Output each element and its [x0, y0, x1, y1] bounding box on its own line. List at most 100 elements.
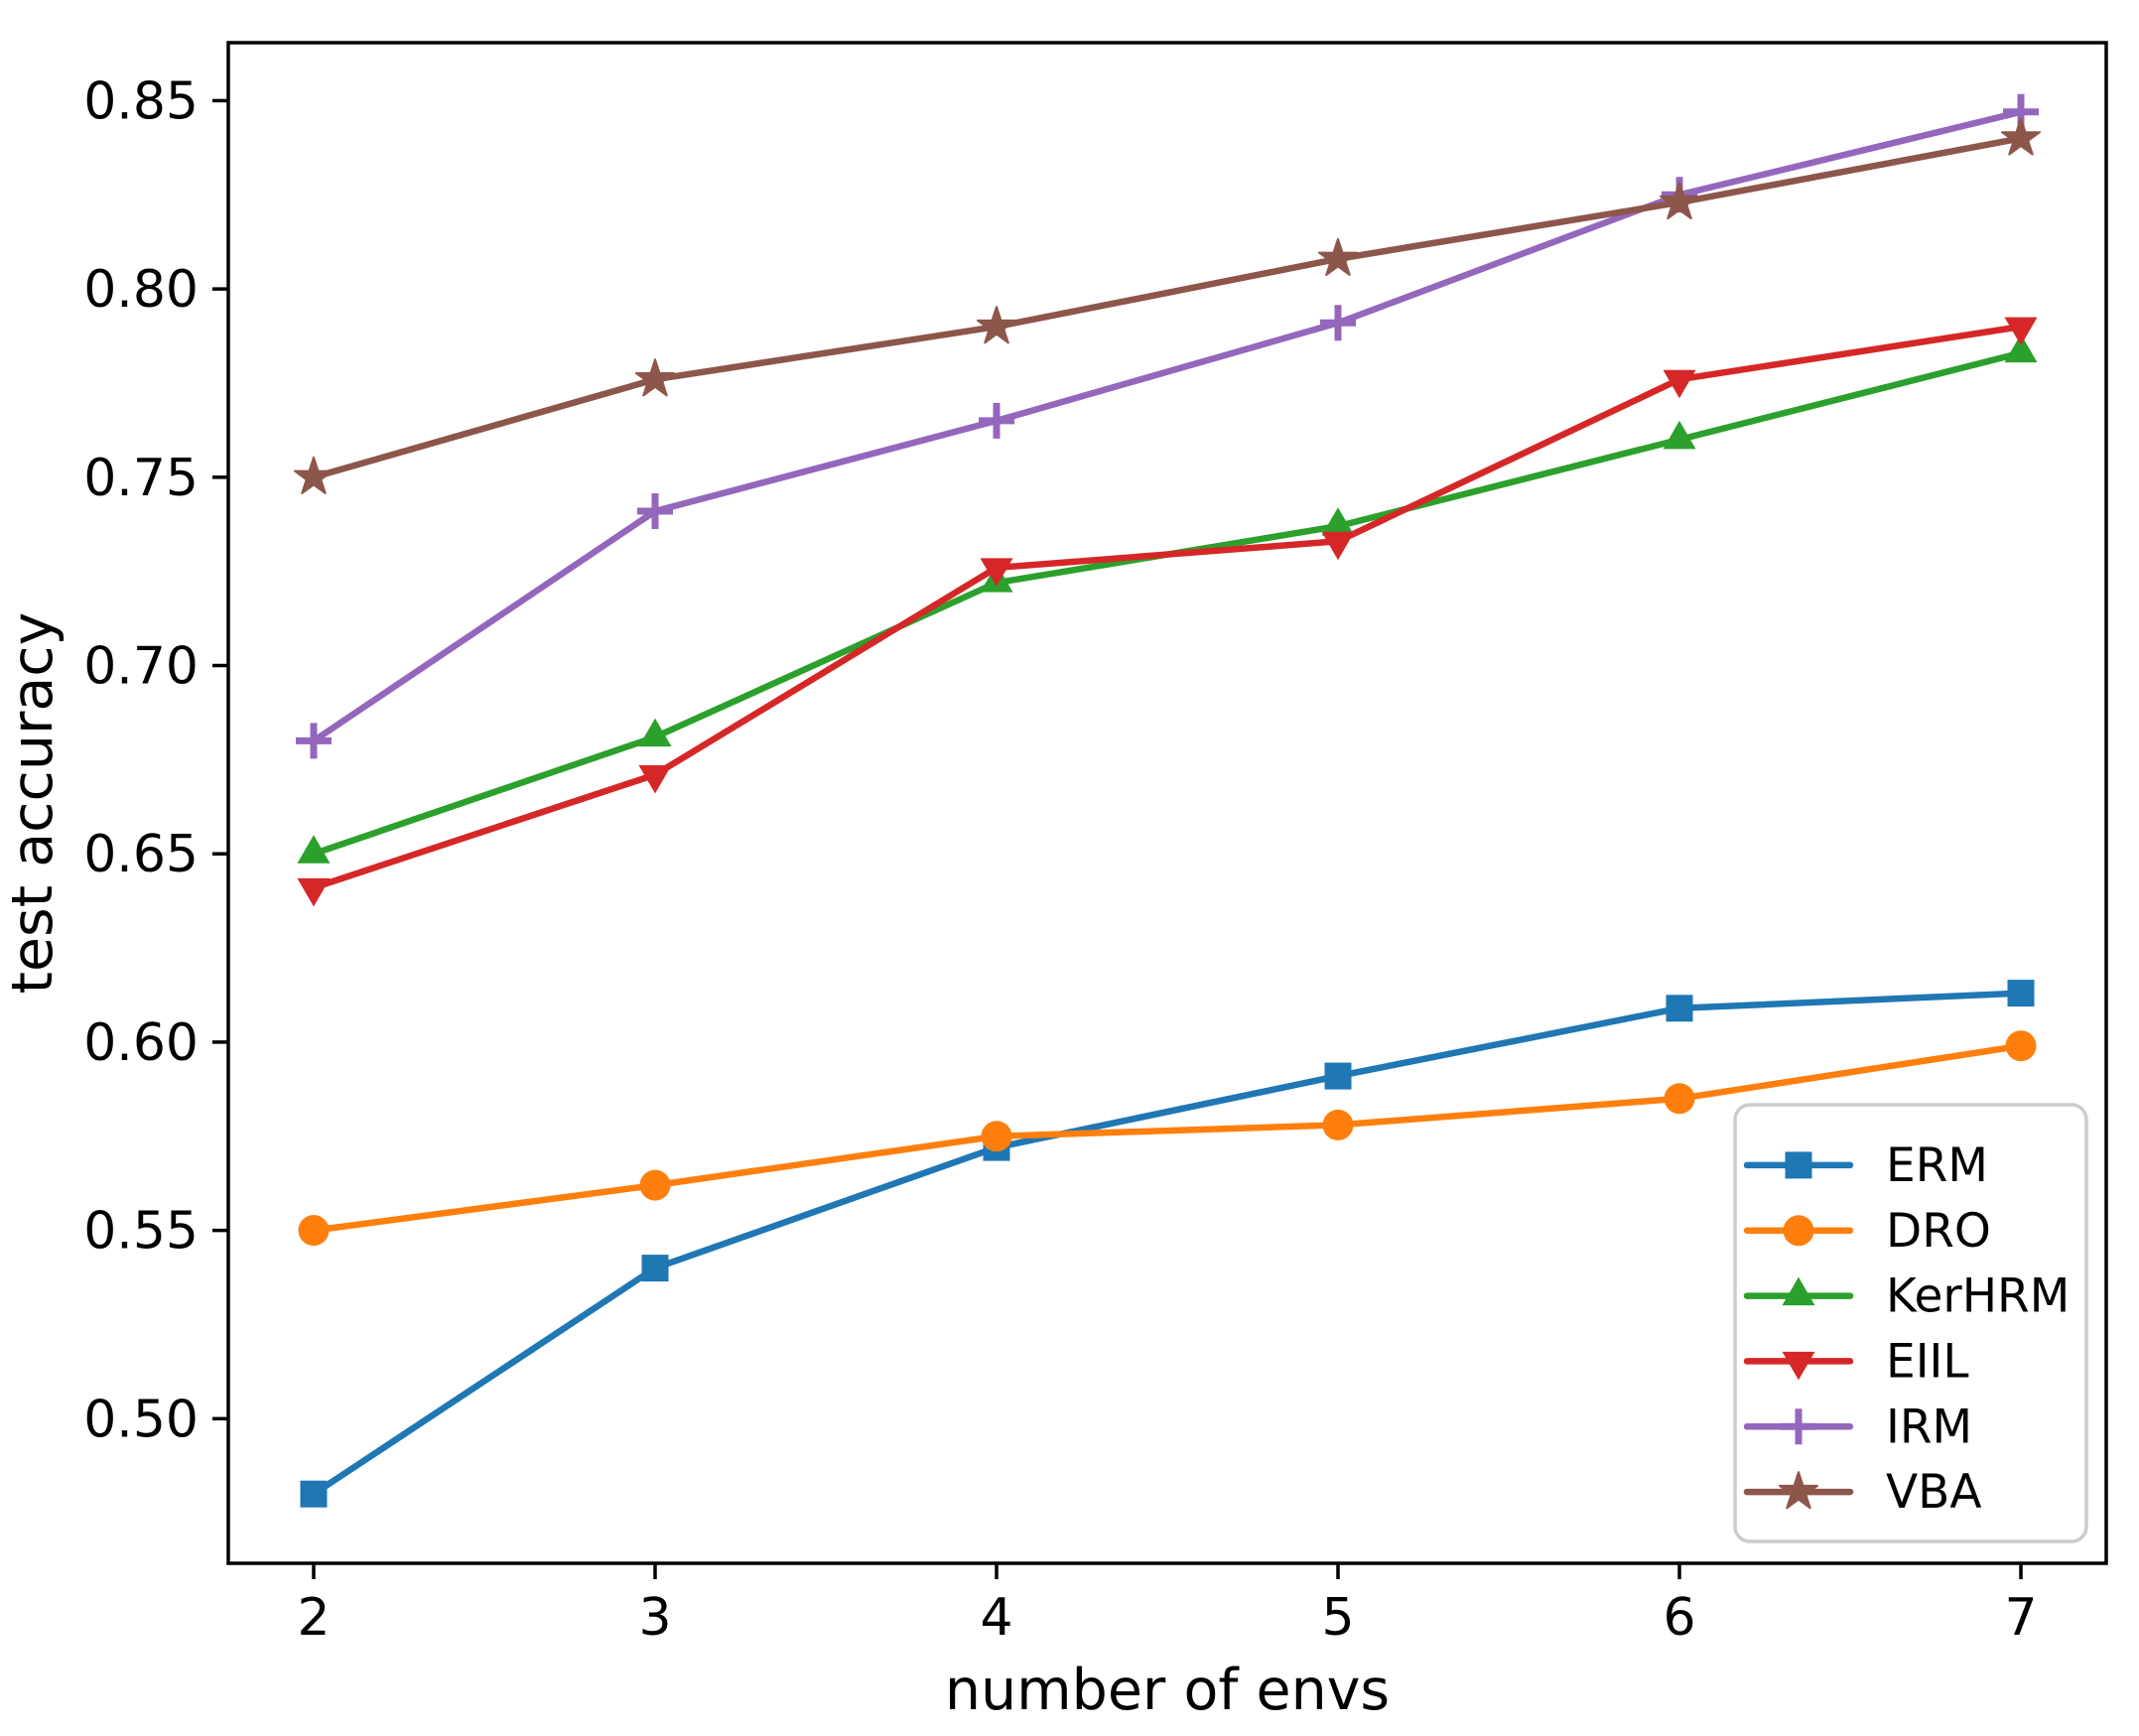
y-axis-label: test accuracy — [0, 612, 66, 995]
series-line-DRO — [310, 1042, 2025, 1234]
x-tick-label: 4 — [980, 1588, 1012, 1648]
legend-entry-ERM: ERM — [1743, 1138, 1988, 1193]
legend-label-DRO: DRO — [1886, 1204, 1991, 1259]
data-point-EIIL-3 — [638, 765, 672, 794]
y-tick-label: 0.65 — [83, 825, 199, 884]
data-point-VBA-3 — [634, 358, 676, 397]
series-layer — [293, 93, 2042, 1508]
circle-marker — [1664, 1083, 1695, 1115]
y-tick-label: 0.60 — [83, 1013, 199, 1073]
data-point-DRO-4 — [981, 1121, 1012, 1152]
data-point-ERM-6 — [1666, 995, 1693, 1022]
data-point-KerHRM-2 — [297, 835, 331, 864]
series-line-IRM — [310, 108, 2025, 744]
triangle-down-marker — [980, 558, 1013, 587]
star-marker — [976, 306, 1017, 344]
circle-marker — [1783, 1215, 1814, 1247]
data-point-IRM-3 — [637, 493, 673, 529]
legend: ERM DRO KerHRM EIIL IRM VBA — [1733, 1103, 2088, 1543]
square-marker — [1324, 1062, 1352, 1090]
triangle-up-marker — [638, 718, 672, 747]
circle-marker — [1322, 1109, 1354, 1140]
data-point-EIIL-6 — [1663, 369, 1696, 399]
star-marker — [634, 358, 676, 397]
triangle-up-marker — [1321, 507, 1355, 536]
x-tick-label: 6 — [1663, 1588, 1695, 1648]
plus-marker — [1320, 305, 1356, 341]
y-tick-label: 0.75 — [83, 449, 199, 508]
triangle-up-marker — [2004, 334, 2038, 363]
data-point-DRO-7 — [2005, 1030, 2037, 1062]
y-tick-label: 0.70 — [83, 637, 199, 697]
data-point-DRO-5 — [1322, 1109, 1354, 1140]
legend-marker-EIIL — [1782, 1351, 1815, 1381]
x-tick-label: 3 — [638, 1588, 671, 1648]
data-point-KerHRM-3 — [638, 718, 672, 747]
star-marker — [2000, 117, 2042, 156]
square-marker — [641, 1255, 669, 1282]
square-marker — [2007, 980, 2035, 1007]
data-point-EIIL-7 — [2004, 317, 2038, 346]
data-point-IRM-5 — [1320, 305, 1356, 341]
series-line-EIIL — [310, 323, 2025, 891]
star-marker — [293, 456, 334, 494]
axes-spines — [226, 41, 2108, 1565]
x-tick-label: 7 — [2004, 1588, 2037, 1648]
series-markers-DRO — [298, 1030, 2037, 1247]
data-point-VBA-7 — [2000, 117, 2042, 156]
legend-entry-EIIL: EIIL — [1743, 1334, 1969, 1389]
triangle-down-marker — [638, 765, 672, 794]
circle-marker — [2005, 1030, 2037, 1062]
data-point-EIIL-5 — [1321, 531, 1355, 561]
legend-box — [1733, 1103, 2088, 1543]
y-tick-label: 0.50 — [83, 1390, 199, 1449]
data-point-EIIL-4 — [980, 558, 1013, 587]
legend-marker-DRO — [1783, 1215, 1814, 1247]
star-marker — [1317, 237, 1359, 276]
legend-entry-VBA: VBA — [1743, 1465, 1982, 1520]
data-point-VBA-2 — [293, 456, 334, 494]
legend-entry-IRM: IRM — [1743, 1400, 1972, 1454]
data-point-EIIL-2 — [297, 877, 331, 907]
series-markers-EIIL — [297, 317, 2038, 907]
legend-label-KerHRM: KerHRM — [1886, 1269, 2070, 1324]
data-point-DRO-2 — [298, 1215, 330, 1247]
triangle-down-marker — [2004, 317, 2038, 346]
series-markers-IRM — [296, 93, 2039, 759]
square-marker — [1666, 995, 1693, 1022]
triangle-up-marker — [1663, 420, 1696, 450]
circle-marker — [981, 1121, 1012, 1152]
data-point-KerHRM-7 — [2004, 334, 2038, 363]
data-point-DRO-6 — [1664, 1083, 1695, 1115]
series-line-KerHRM — [310, 349, 2025, 858]
data-point-IRM-4 — [979, 402, 1014, 439]
x-tick-label: 5 — [1321, 1588, 1354, 1648]
legend-marker-KerHRM — [1782, 1276, 1815, 1306]
legend-label-EIIL: EIIL — [1886, 1334, 1969, 1389]
circle-marker — [298, 1215, 330, 1247]
plus-marker — [296, 723, 332, 759]
data-point-ERM-5 — [1324, 1062, 1352, 1090]
data-point-KerHRM-5 — [1321, 507, 1355, 536]
series-line-ERM — [310, 990, 2025, 1498]
legend-label-IRM: IRM — [1886, 1400, 1972, 1454]
legend-label-VBA: VBA — [1886, 1465, 1982, 1520]
star-marker — [1659, 181, 1700, 220]
legend-entry-DRO: DRO — [1743, 1204, 1991, 1259]
tick-label-layer: 0.50 0.55 0.60 0.65 0.70 0.75 0.80 0.85 2 3 4 5 6 7 — [83, 71, 2037, 1648]
triangle-down-marker — [1663, 369, 1696, 399]
y-tick-label: 0.80 — [83, 260, 199, 320]
square-marker — [1785, 1151, 1812, 1179]
data-point-DRO-3 — [639, 1169, 671, 1201]
triangle-down-marker — [1321, 531, 1355, 561]
series-markers-ERM — [300, 980, 2035, 1508]
y-tick-label: 0.85 — [83, 71, 199, 131]
data-point-VBA-4 — [976, 306, 1017, 344]
x-axis-label: number of envs — [945, 1658, 1390, 1723]
x-tick-label: 2 — [297, 1588, 330, 1648]
triangle-down-marker — [297, 877, 331, 907]
series-markers-VBA — [293, 117, 2042, 494]
data-point-ERM-7 — [2007, 980, 2035, 1007]
